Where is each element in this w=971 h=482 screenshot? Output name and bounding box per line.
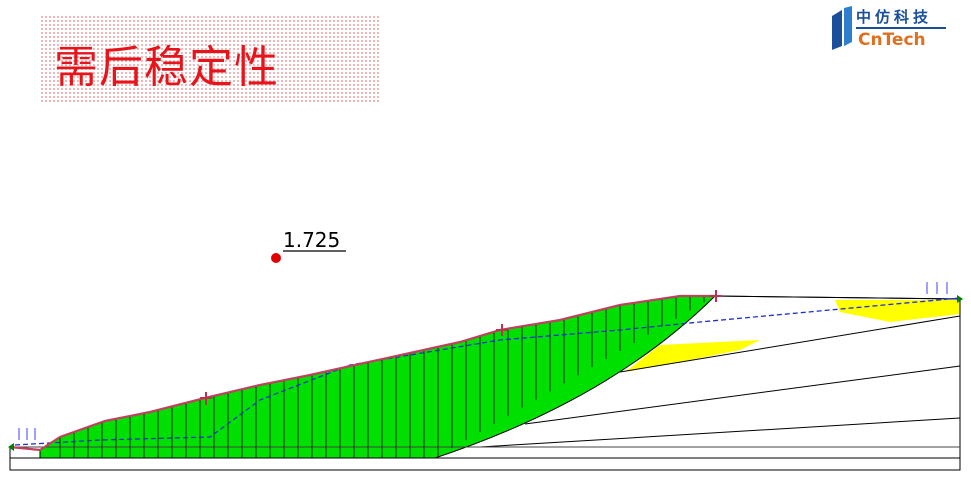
tension-zone [625,300,960,372]
safety-factor: 1.725 [283,228,340,252]
boundary-markers [8,295,963,451]
slope-surface [9,294,715,452]
logo-rule [856,27,946,29]
logo-text: CnTech [858,30,926,50]
slip-center [271,253,281,263]
logo-text: 中仿科技 [856,8,933,26]
slip-mass [39,295,717,459]
slide-title: 需后稳定性 [54,42,279,93]
logo-mark [832,6,852,50]
load-arrows [18,282,948,440]
title-box: 需后稳定性 [40,15,380,103]
slip-limits [200,290,722,405]
